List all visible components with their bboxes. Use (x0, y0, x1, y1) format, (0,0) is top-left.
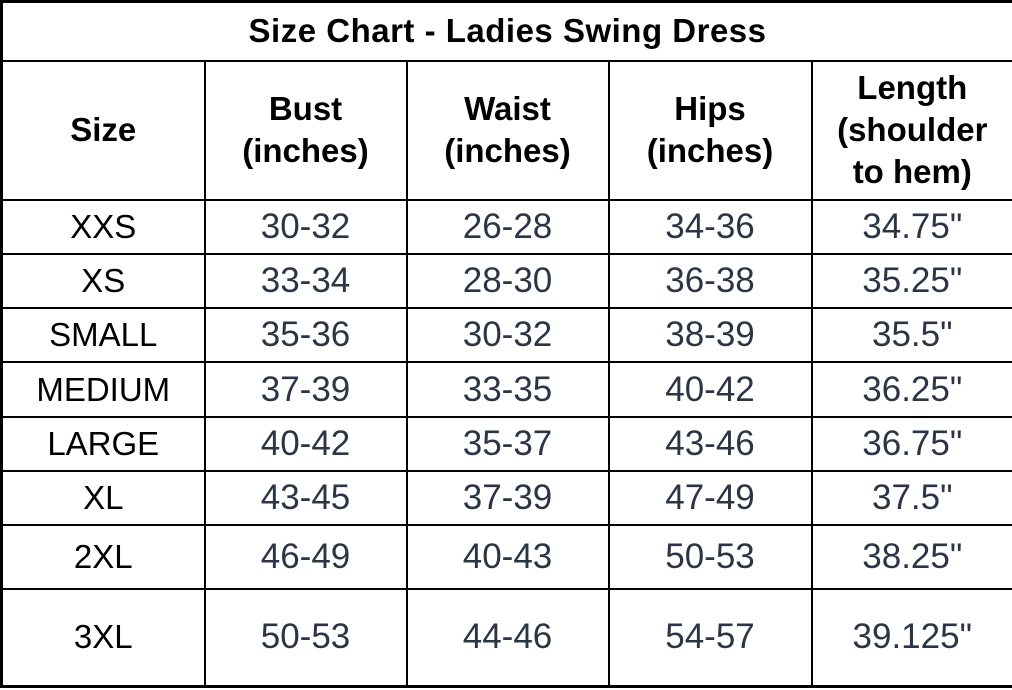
hips-cell: 34-36 (607, 198, 813, 255)
waist-cell: 26-28 (405, 198, 610, 255)
waist-cell: 35-37 (405, 415, 610, 473)
size-cell: XXS (0, 198, 206, 255)
length-cell: 34.75" (810, 198, 1012, 255)
hips-cell: 38-39 (607, 307, 813, 364)
bust-cell: 40-42 (203, 415, 408, 473)
hips-cell: 43-46 (607, 415, 813, 473)
length-cell: 38.25" (810, 524, 1012, 590)
title-row: Size Chart - Ladies Swing Dress (0, 0, 1012, 62)
bust-cell: 50-53 (203, 587, 408, 688)
table-row-3xl: 3XL 50-53 44-46 54-57 39.125" (0, 587, 1012, 688)
waist-cell: 40-43 (405, 524, 610, 590)
bust-cell: 37-39 (203, 361, 408, 418)
table-title: Size Chart - Ladies Swing Dress (0, 0, 1012, 62)
table-row-2xl: 2XL 46-49 40-43 50-53 38.25" (0, 524, 1012, 590)
size-cell: 2XL (0, 524, 206, 590)
bust-cell: 35-36 (203, 307, 408, 364)
waist-cell: 33-35 (405, 361, 610, 418)
bust-cell: 30-32 (203, 198, 408, 255)
table-row-xxs: XXS 30-32 26-28 34-36 34.75" (0, 198, 1012, 255)
table-row-xl: XL 43-45 37-39 47-49 37.5" (0, 470, 1012, 527)
column-header-hips: Hips (inches) (607, 59, 813, 201)
column-header-bust: Bust (inches) (203, 59, 408, 201)
hips-cell: 50-53 (607, 524, 813, 590)
length-cell: 36.25" (810, 361, 1012, 418)
length-cell: 39.125" (810, 587, 1012, 688)
size-cell: MEDIUM (0, 361, 206, 418)
hips-cell: 40-42 (607, 361, 813, 418)
waist-cell: 37-39 (405, 470, 610, 527)
size-cell: XL (0, 470, 206, 527)
length-cell: 36.75" (810, 415, 1012, 473)
length-cell: 37.5" (810, 470, 1012, 527)
hips-cell: 36-38 (607, 252, 813, 310)
size-cell: SMALL (0, 307, 206, 364)
column-header-waist: Waist (inches) (405, 59, 610, 201)
column-header-length: Length (shoulder to hem) (810, 59, 1012, 201)
waist-cell: 30-32 (405, 307, 610, 364)
size-cell: LARGE (0, 415, 206, 473)
hips-cell: 54-57 (607, 587, 813, 688)
length-cell: 35.25" (810, 252, 1012, 310)
table-row-xs: XS 33-34 28-30 36-38 35.25" (0, 252, 1012, 310)
table-row-medium: MEDIUM 37-39 33-35 40-42 36.25" (0, 361, 1012, 418)
hips-cell: 47-49 (607, 470, 813, 527)
table-row-large: LARGE 40-42 35-37 43-46 36.75" (0, 415, 1012, 473)
size-cell: 3XL (0, 587, 206, 688)
bust-cell: 33-34 (203, 252, 408, 310)
table-row-small: SMALL 35-36 30-32 38-39 35.5" (0, 307, 1012, 364)
column-header-size: Size (0, 59, 206, 201)
waist-cell: 44-46 (405, 587, 610, 688)
header-row: Size Bust (inches) Waist (inches) Hips (… (0, 59, 1012, 201)
length-cell: 35.5" (810, 307, 1012, 364)
size-cell: XS (0, 252, 206, 310)
waist-cell: 28-30 (405, 252, 610, 310)
bust-cell: 43-45 (203, 470, 408, 527)
bust-cell: 46-49 (203, 524, 408, 590)
